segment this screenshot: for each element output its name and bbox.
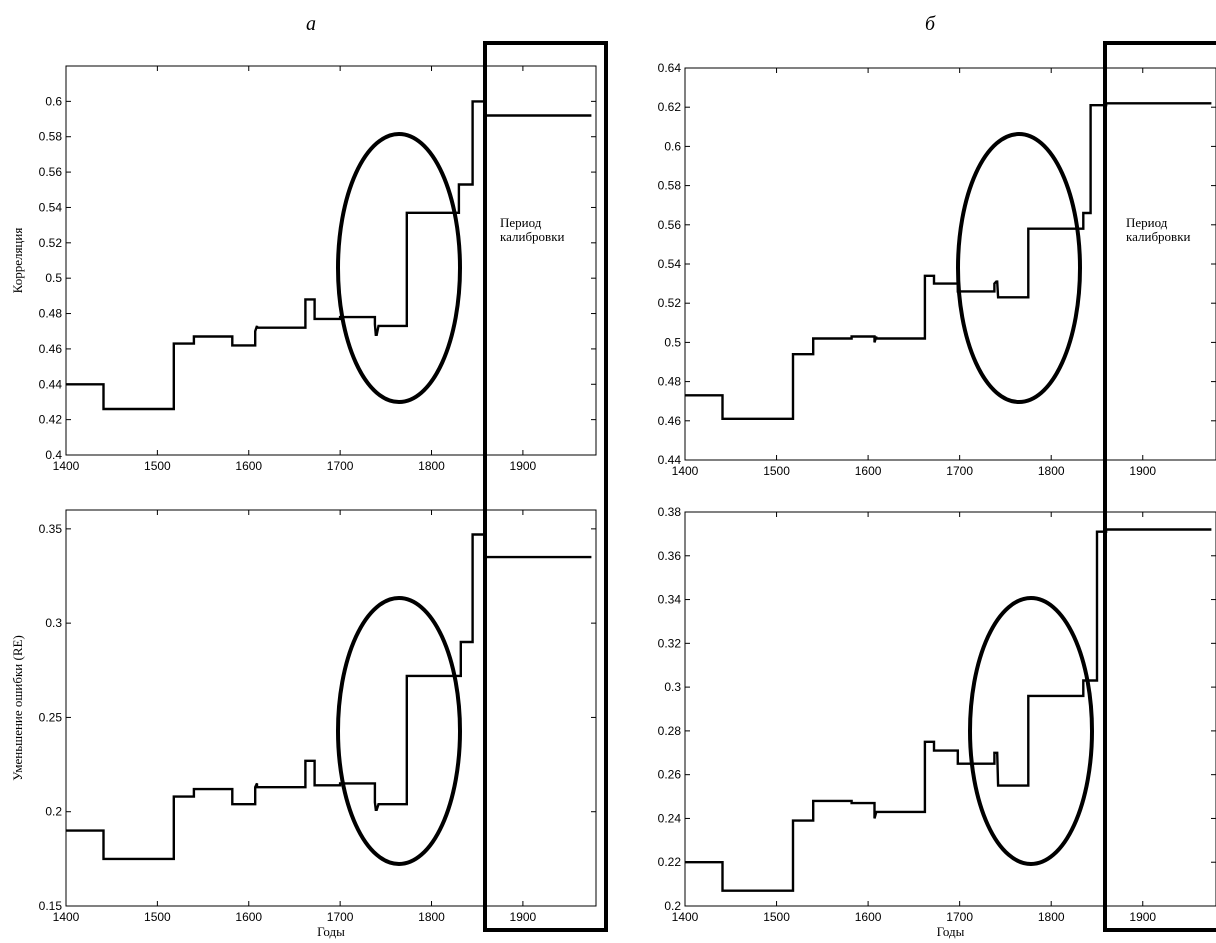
calibration-label: калибровки <box>500 229 565 244</box>
chart-a-re: 1400 1500 1600 1700 1800 1900 0.15 0.2 0.25 0.3 0.… <box>10 509 597 939</box>
y-tick-label: 0.36 <box>658 549 682 563</box>
x-tick-label: 1800 <box>418 910 445 924</box>
axes-frame <box>684 511 1216 907</box>
y-axis-label: Корреляция <box>10 228 25 294</box>
y-tick-label: 0.3 <box>664 680 681 694</box>
panel-label: а <box>306 13 316 35</box>
y-tick-label: 0.22 <box>658 855 682 869</box>
x-tick-label: 1600 <box>235 459 262 473</box>
x-tick-label: 1400 <box>53 910 80 924</box>
y-tick-label: 0.2 <box>45 805 62 819</box>
y-tick-label: 0.15 <box>39 899 63 913</box>
y-tick-label: 0.62 <box>658 100 682 114</box>
y-tick-label: 0.24 <box>658 811 682 825</box>
chart-b-correlation: 1400 1500 1600 1700 1800 1900 0.44 0.46 0.48 0.5 0… <box>658 61 1216 478</box>
y-tick-label: 0.58 <box>658 179 682 193</box>
highlight-ellipse <box>336 132 462 404</box>
y-tick-label: 0.5 <box>45 271 62 285</box>
x-tick-label: 1900 <box>510 910 537 924</box>
y-tick-label: 0.6 <box>45 94 62 108</box>
series-line <box>66 100 592 411</box>
x-tick-label: 1400 <box>53 459 80 473</box>
y-tick-label: 0.34 <box>658 593 682 607</box>
calibration-frame <box>483 41 608 932</box>
x-tick-label: 1700 <box>946 910 973 924</box>
highlight-ellipse <box>336 596 462 866</box>
y-tick-label: 0.4 <box>45 448 62 462</box>
x-tick-label: 1700 <box>946 464 973 478</box>
x-tick-label: 1800 <box>1038 464 1065 478</box>
series-line <box>685 528 1212 892</box>
x-tick-label: 1500 <box>763 910 790 924</box>
x-tick-label: 1700 <box>327 459 354 473</box>
y-tick-label: 0.58 <box>39 130 63 144</box>
y-tick-label: 0.28 <box>658 724 682 738</box>
x-axis-label: Годы <box>317 924 345 939</box>
y-tick-label: 0.48 <box>39 307 63 321</box>
y-tick-label: 0.54 <box>658 257 682 271</box>
x-tick-label: 1900 <box>510 459 537 473</box>
axes-frame <box>65 65 597 456</box>
y-tick-label: 0.56 <box>39 165 63 179</box>
y-tick-label: 0.46 <box>39 342 63 356</box>
calibration-label: Период <box>1126 215 1168 230</box>
y-tick-label: 0.48 <box>658 375 682 389</box>
y-tick-label: 0.2 <box>664 899 681 913</box>
chart-b-re: 1400 1500 1600 1700 1800 1900 0.2 0.22 0.24 0.26 0… <box>658 505 1216 939</box>
highlight-ellipse <box>968 596 1094 866</box>
y-tick-label: 0.52 <box>39 236 63 250</box>
y-tick-label: 0.35 <box>39 522 63 536</box>
x-tick-label: 1800 <box>1038 910 1065 924</box>
chart-a-correlation: 1400 1500 1600 1700 1800 1900 0.4 0.42 0.44 0.46 0… <box>10 65 597 473</box>
calibration-label: Период <box>500 215 542 230</box>
x-tick-label: 1900 <box>1129 464 1156 478</box>
x-tick-label: 1500 <box>144 910 171 924</box>
y-tick-label: 0.44 <box>39 377 63 391</box>
y-axis-label: Уменьшение ошибки (RE) <box>10 635 25 781</box>
y-tick-label: 0.38 <box>658 505 682 519</box>
y-tick-label: 0.54 <box>39 200 63 214</box>
y-tick-label: 0.32 <box>658 636 682 650</box>
x-tick-label: 1500 <box>763 464 790 478</box>
x-axis-label: Годы <box>937 924 965 939</box>
y-tick-label: 0.5 <box>664 335 681 349</box>
calibration-frame <box>1103 41 1216 932</box>
y-tick-label: 0.42 <box>39 413 63 427</box>
axes-frame <box>65 509 597 907</box>
x-tick-label: 1400 <box>672 464 699 478</box>
calibration-label: калибровки <box>1126 229 1191 244</box>
x-tick-label: 1400 <box>672 910 699 924</box>
y-tick-label: 0.44 <box>658 453 682 467</box>
y-tick-label: 0.6 <box>664 139 681 153</box>
series-line <box>685 102 1212 420</box>
x-tick-label: 1600 <box>855 910 882 924</box>
x-tick-label: 1500 <box>144 459 171 473</box>
y-tick-label: 0.64 <box>658 61 682 75</box>
y-tick-label: 0.56 <box>658 218 682 232</box>
panel-label: б <box>925 13 936 35</box>
series-line <box>66 533 592 861</box>
y-tick-label: 0.26 <box>658 768 682 782</box>
x-tick-label: 1900 <box>1129 910 1156 924</box>
x-tick-label: 1600 <box>855 464 882 478</box>
axes-frame <box>684 67 1216 461</box>
y-tick-label: 0.25 <box>39 710 63 724</box>
y-tick-label: 0.3 <box>45 616 62 630</box>
x-tick-label: 1700 <box>327 910 354 924</box>
y-tick-label: 0.52 <box>658 296 682 310</box>
y-tick-label: 0.46 <box>658 414 682 428</box>
highlight-ellipse <box>956 132 1082 404</box>
x-tick-label: 1600 <box>235 910 262 924</box>
x-tick-label: 1800 <box>418 459 445 473</box>
